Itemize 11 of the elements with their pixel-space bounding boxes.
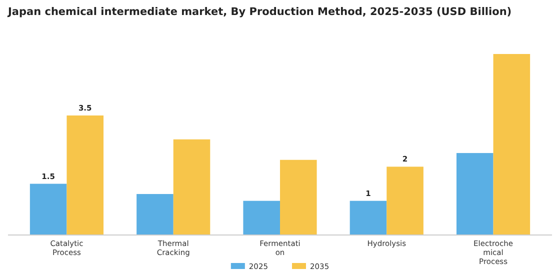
bar: [350, 200, 387, 235]
bar: [136, 194, 174, 235]
bar: [243, 200, 280, 235]
bar: [456, 153, 494, 235]
bar: [66, 115, 104, 235]
bar: [173, 139, 210, 235]
bar: [493, 54, 530, 235]
bar: [30, 184, 67, 235]
bar: [386, 166, 424, 235]
chart-title: Japan chemical intermediate market, By Production Method, 2025-2035 (USD Billion): [7, 6, 512, 18]
bar: [280, 160, 317, 235]
